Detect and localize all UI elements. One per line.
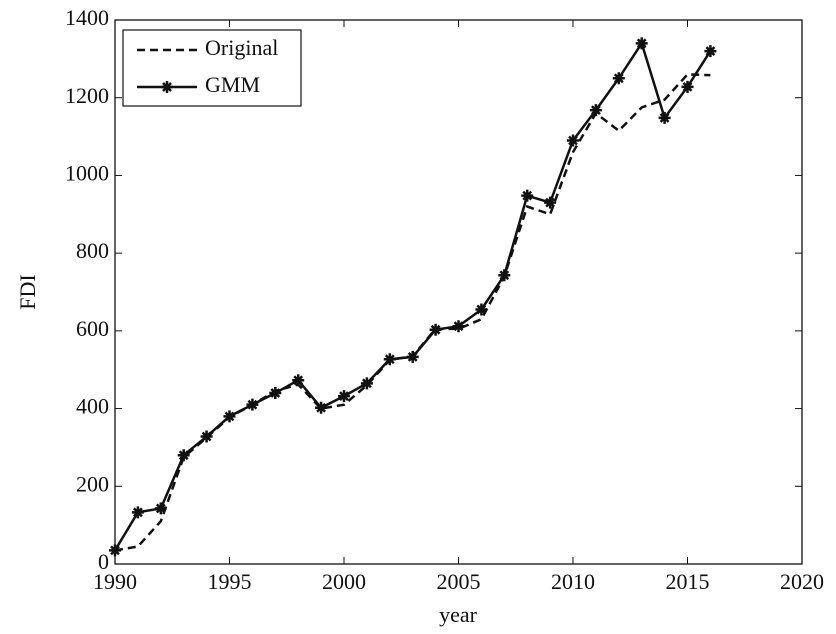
- series-line: [113, 40, 712, 552]
- y-tick-label: 1200: [65, 83, 109, 108]
- x-tick-label: 2015: [666, 569, 710, 594]
- x-tick-label: 1995: [208, 569, 252, 594]
- data-point: [567, 134, 579, 147]
- data-point: [658, 111, 671, 124]
- data-point: [681, 80, 694, 93]
- y-axis-label: FDI: [15, 274, 40, 309]
- data-point: [154, 502, 167, 515]
- data-point: [269, 387, 282, 400]
- legend-label: Original: [205, 35, 278, 60]
- data-point: [544, 196, 557, 209]
- data-point: [223, 410, 236, 423]
- data-point: [406, 350, 419, 363]
- y-tick-label: 200: [76, 471, 109, 496]
- x-tick-label: 2000: [322, 569, 366, 594]
- data-point: [452, 320, 465, 333]
- x-tick-label: 2020: [780, 569, 824, 594]
- data-point: [429, 323, 442, 336]
- data-point: [635, 37, 648, 50]
- data-point: [475, 303, 488, 316]
- data-point: [338, 390, 350, 403]
- data-point: [131, 506, 144, 519]
- data-point: [292, 374, 305, 387]
- series-line: [114, 73, 711, 552]
- data-point: [704, 45, 717, 58]
- y-tick-label: 1400: [65, 5, 109, 30]
- y-tick-label: 1000: [65, 160, 109, 185]
- data-point: [498, 269, 511, 282]
- data-point: [360, 377, 373, 390]
- legend-label: GMM: [205, 72, 260, 97]
- data-point: [177, 449, 190, 462]
- legend-marker: [161, 81, 173, 93]
- y-tick-label: 600: [76, 316, 109, 341]
- y-tick-label: 400: [76, 394, 109, 419]
- x-tick-label: 2010: [551, 569, 595, 594]
- data-point: [109, 544, 121, 557]
- data-point: [521, 189, 534, 202]
- legend-box: [122, 29, 302, 107]
- x-tick-label: 2005: [437, 569, 481, 594]
- x-tick-label: 1990: [93, 569, 137, 594]
- x-axis-label: year: [439, 602, 478, 627]
- data-point: [246, 398, 259, 411]
- y-tick-label: 0: [98, 549, 109, 574]
- data-point: [315, 401, 328, 414]
- y-tick-label: 800: [76, 238, 109, 263]
- data-point: [383, 353, 396, 366]
- data-point: [589, 104, 602, 117]
- data-point: [612, 72, 625, 85]
- data-point: [200, 430, 213, 443]
